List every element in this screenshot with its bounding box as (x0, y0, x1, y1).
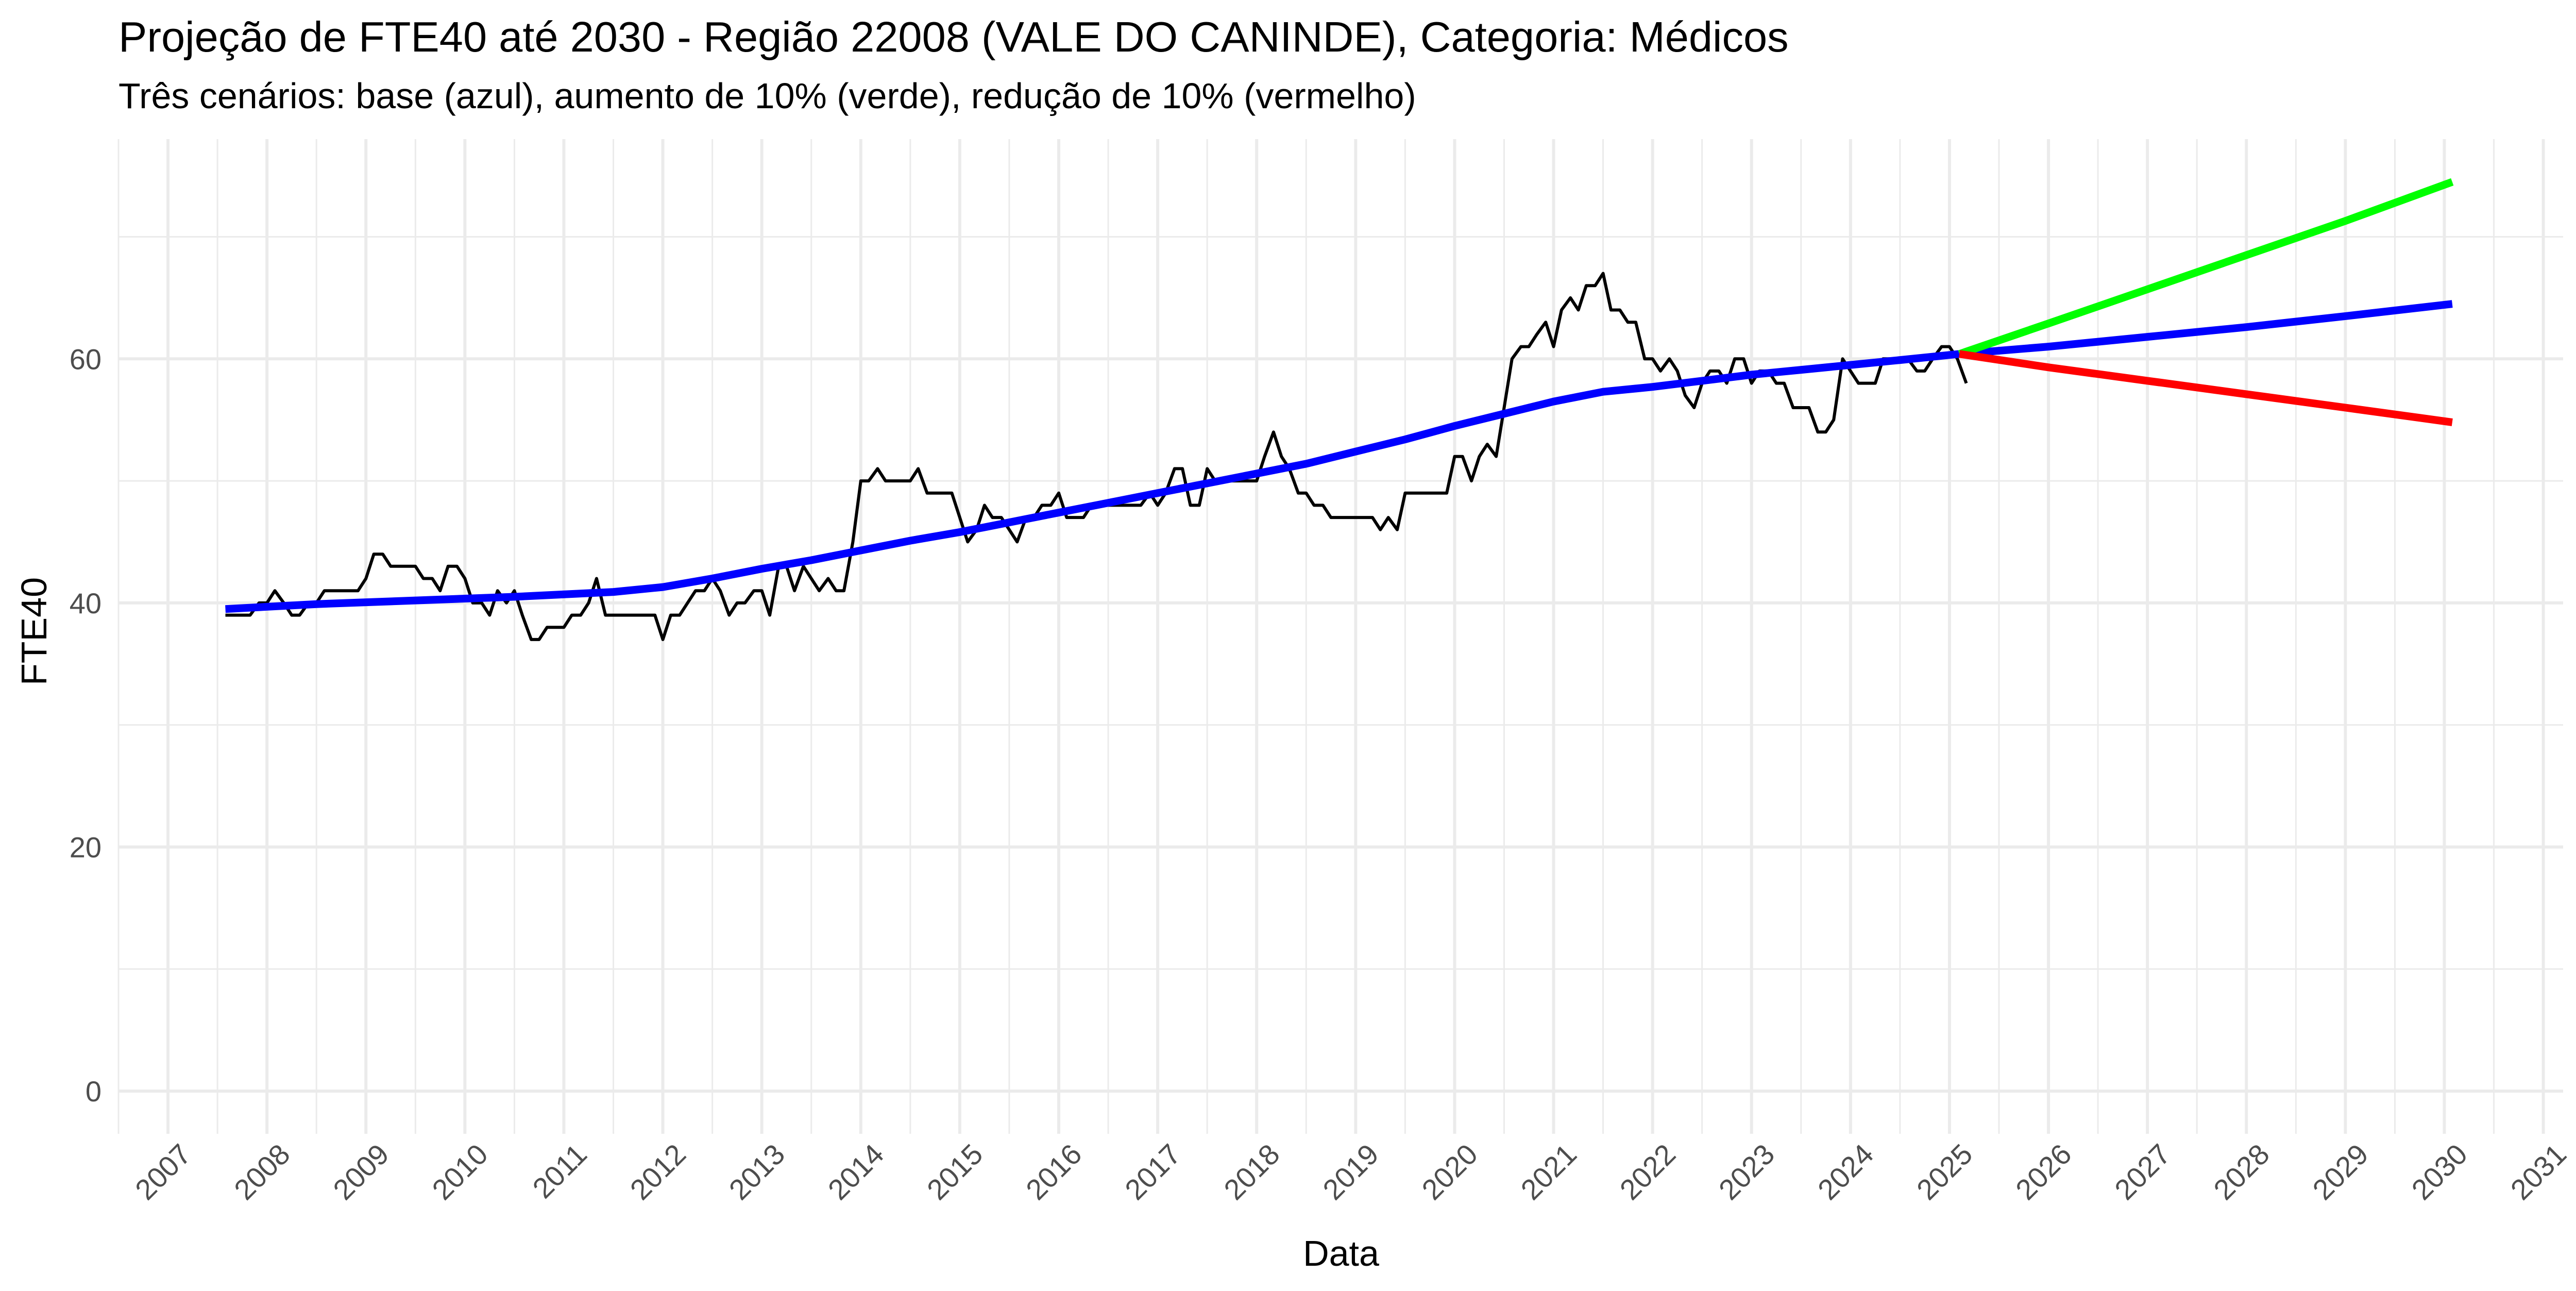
grid-lines (117, 139, 2563, 1134)
y-tick-label: 0 (86, 1075, 101, 1108)
x-axis-title: Data (1303, 1233, 1379, 1273)
y-tick-label: 40 (70, 587, 101, 619)
increase-scenario-line (1958, 178, 2454, 358)
chart-subtitle: Três cenários: base (azul), aumento de 1… (118, 76, 1416, 116)
y-tick-label: 60 (70, 343, 101, 375)
decrease-scenario-line (1959, 350, 2453, 426)
series-layer (225, 178, 2454, 641)
base-scenario-line (225, 300, 2453, 613)
chart-title: Projeção de FTE40 até 2030 - Região 2200… (118, 13, 1789, 61)
y-axis-title: FTE40 (14, 577, 54, 685)
y-tick-label: 20 (70, 831, 101, 863)
